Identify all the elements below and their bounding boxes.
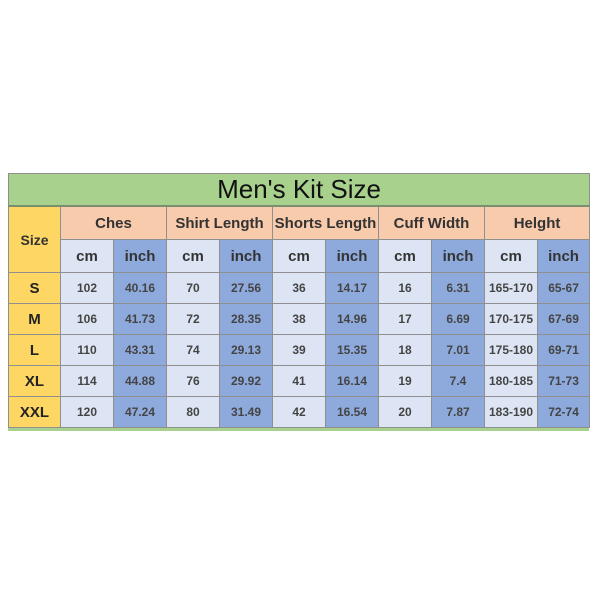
- value-cell: 170-175: [484, 303, 538, 335]
- value-cell: 65-67: [536, 272, 591, 304]
- size-label: L: [8, 334, 61, 366]
- value-cell: 70: [166, 272, 220, 304]
- value-cell: 29.13: [219, 334, 273, 366]
- unit-cm-header: cm: [272, 239, 326, 273]
- value-cell: 15.35: [325, 334, 379, 366]
- value-cell: 18: [378, 334, 432, 366]
- value-cell: 74: [166, 334, 220, 366]
- table-row: L 110 43.31 74 29.13 39 15.35 18 7.01 175-180 69-7…: [8, 334, 591, 366]
- unit-inch-header: inch: [536, 239, 591, 273]
- unit-inch-header: inch: [219, 239, 273, 273]
- value-cell: 102: [60, 272, 114, 304]
- size-label: S: [8, 272, 61, 304]
- size-table: Men's Kit Size Size Ches Shirt Length Short…: [7, 173, 591, 428]
- group-header: Shorts Length: [272, 205, 379, 240]
- unit-cm-header: cm: [60, 239, 114, 273]
- value-cell: 31.49: [219, 396, 273, 428]
- unit-inch-header: inch: [113, 239, 167, 273]
- value-cell: 19: [378, 365, 432, 397]
- value-cell: 16.14: [325, 365, 379, 397]
- value-cell: 180-185: [484, 365, 538, 397]
- value-cell: 110: [60, 334, 114, 366]
- value-cell: 175-180: [484, 334, 538, 366]
- table-row: S 102 40.16 70 27.56 36 14.17 16 6.31 165-170 65-6…: [8, 272, 591, 304]
- value-cell: 165-170: [484, 272, 538, 304]
- group-header: Shirt Length: [166, 205, 273, 240]
- size-label: XXL: [8, 396, 61, 428]
- size-label: M: [8, 303, 61, 335]
- unit-header-row: cm inch cm inch cm inch cm inch cm inch: [9, 239, 591, 273]
- value-cell: 16.54: [325, 396, 379, 428]
- size-chart: Men's Kit Size Size Ches Shirt Length Short…: [7, 173, 591, 431]
- table-row: XXL 120 47.24 80 31.49 42 16.54 20 7.87 183-190 72…: [8, 396, 591, 428]
- value-cell: 14.17: [325, 272, 379, 304]
- unit-cm-header: cm: [484, 239, 538, 273]
- size-label: XL: [8, 365, 61, 397]
- unit-cm-header: cm: [166, 239, 220, 273]
- unit-inch-header: inch: [431, 239, 485, 273]
- unit-inch-header: inch: [325, 239, 379, 273]
- value-cell: 39: [272, 334, 326, 366]
- value-cell: 6.69: [431, 303, 485, 335]
- value-cell: 7.87: [431, 396, 485, 428]
- value-cell: 28.35: [219, 303, 273, 335]
- value-cell: 41.73: [113, 303, 167, 335]
- group-header: Ches: [60, 205, 167, 240]
- value-cell: 71-73: [536, 365, 591, 397]
- value-cell: 36: [272, 272, 326, 304]
- value-cell: 7.01: [431, 334, 485, 366]
- value-cell: 80: [166, 396, 220, 428]
- value-cell: 72-74: [536, 396, 591, 428]
- value-cell: 42: [272, 396, 326, 428]
- value-cell: 16: [378, 272, 432, 304]
- value-cell: 114: [60, 365, 114, 397]
- value-cell: 106: [60, 303, 114, 335]
- value-cell: 69-71: [536, 334, 591, 366]
- value-cell: 6.31: [431, 272, 485, 304]
- value-cell: 183-190: [484, 396, 538, 428]
- value-cell: 20: [378, 396, 432, 428]
- table-row: XL 114 44.88 76 29.92 41 16.14 19 7.4 180-185 71-7…: [8, 365, 591, 397]
- chart-title: Men's Kit Size: [7, 173, 591, 207]
- value-cell: 40.16: [113, 272, 167, 304]
- table-row: M 106 41.73 72 28.35 38 14.96 17 6.69 170-175 67-6…: [8, 303, 591, 335]
- value-cell: 44.88: [113, 365, 167, 397]
- value-cell: 47.24: [113, 396, 167, 428]
- value-cell: 72: [166, 303, 220, 335]
- group-header-row: Size Ches Shirt Length Shorts Length Cuff Wi…: [8, 205, 591, 273]
- value-cell: 7.4: [431, 365, 485, 397]
- value-cell: 67-69: [536, 303, 591, 335]
- group-header: Cuff Width: [378, 205, 485, 240]
- value-cell: 43.31: [113, 334, 167, 366]
- size-header: Size: [8, 205, 61, 273]
- value-cell: 38: [272, 303, 326, 335]
- value-cell: 27.56: [219, 272, 273, 304]
- value-cell: 76: [166, 365, 220, 397]
- value-cell: 14.96: [325, 303, 379, 335]
- value-cell: 41: [272, 365, 326, 397]
- bottom-strip: [8, 428, 589, 431]
- value-cell: 17: [378, 303, 432, 335]
- value-cell: 120: [60, 396, 114, 428]
- value-cell: 29.92: [219, 365, 273, 397]
- group-header: Helght: [483, 205, 591, 240]
- unit-cm-header: cm: [378, 239, 432, 273]
